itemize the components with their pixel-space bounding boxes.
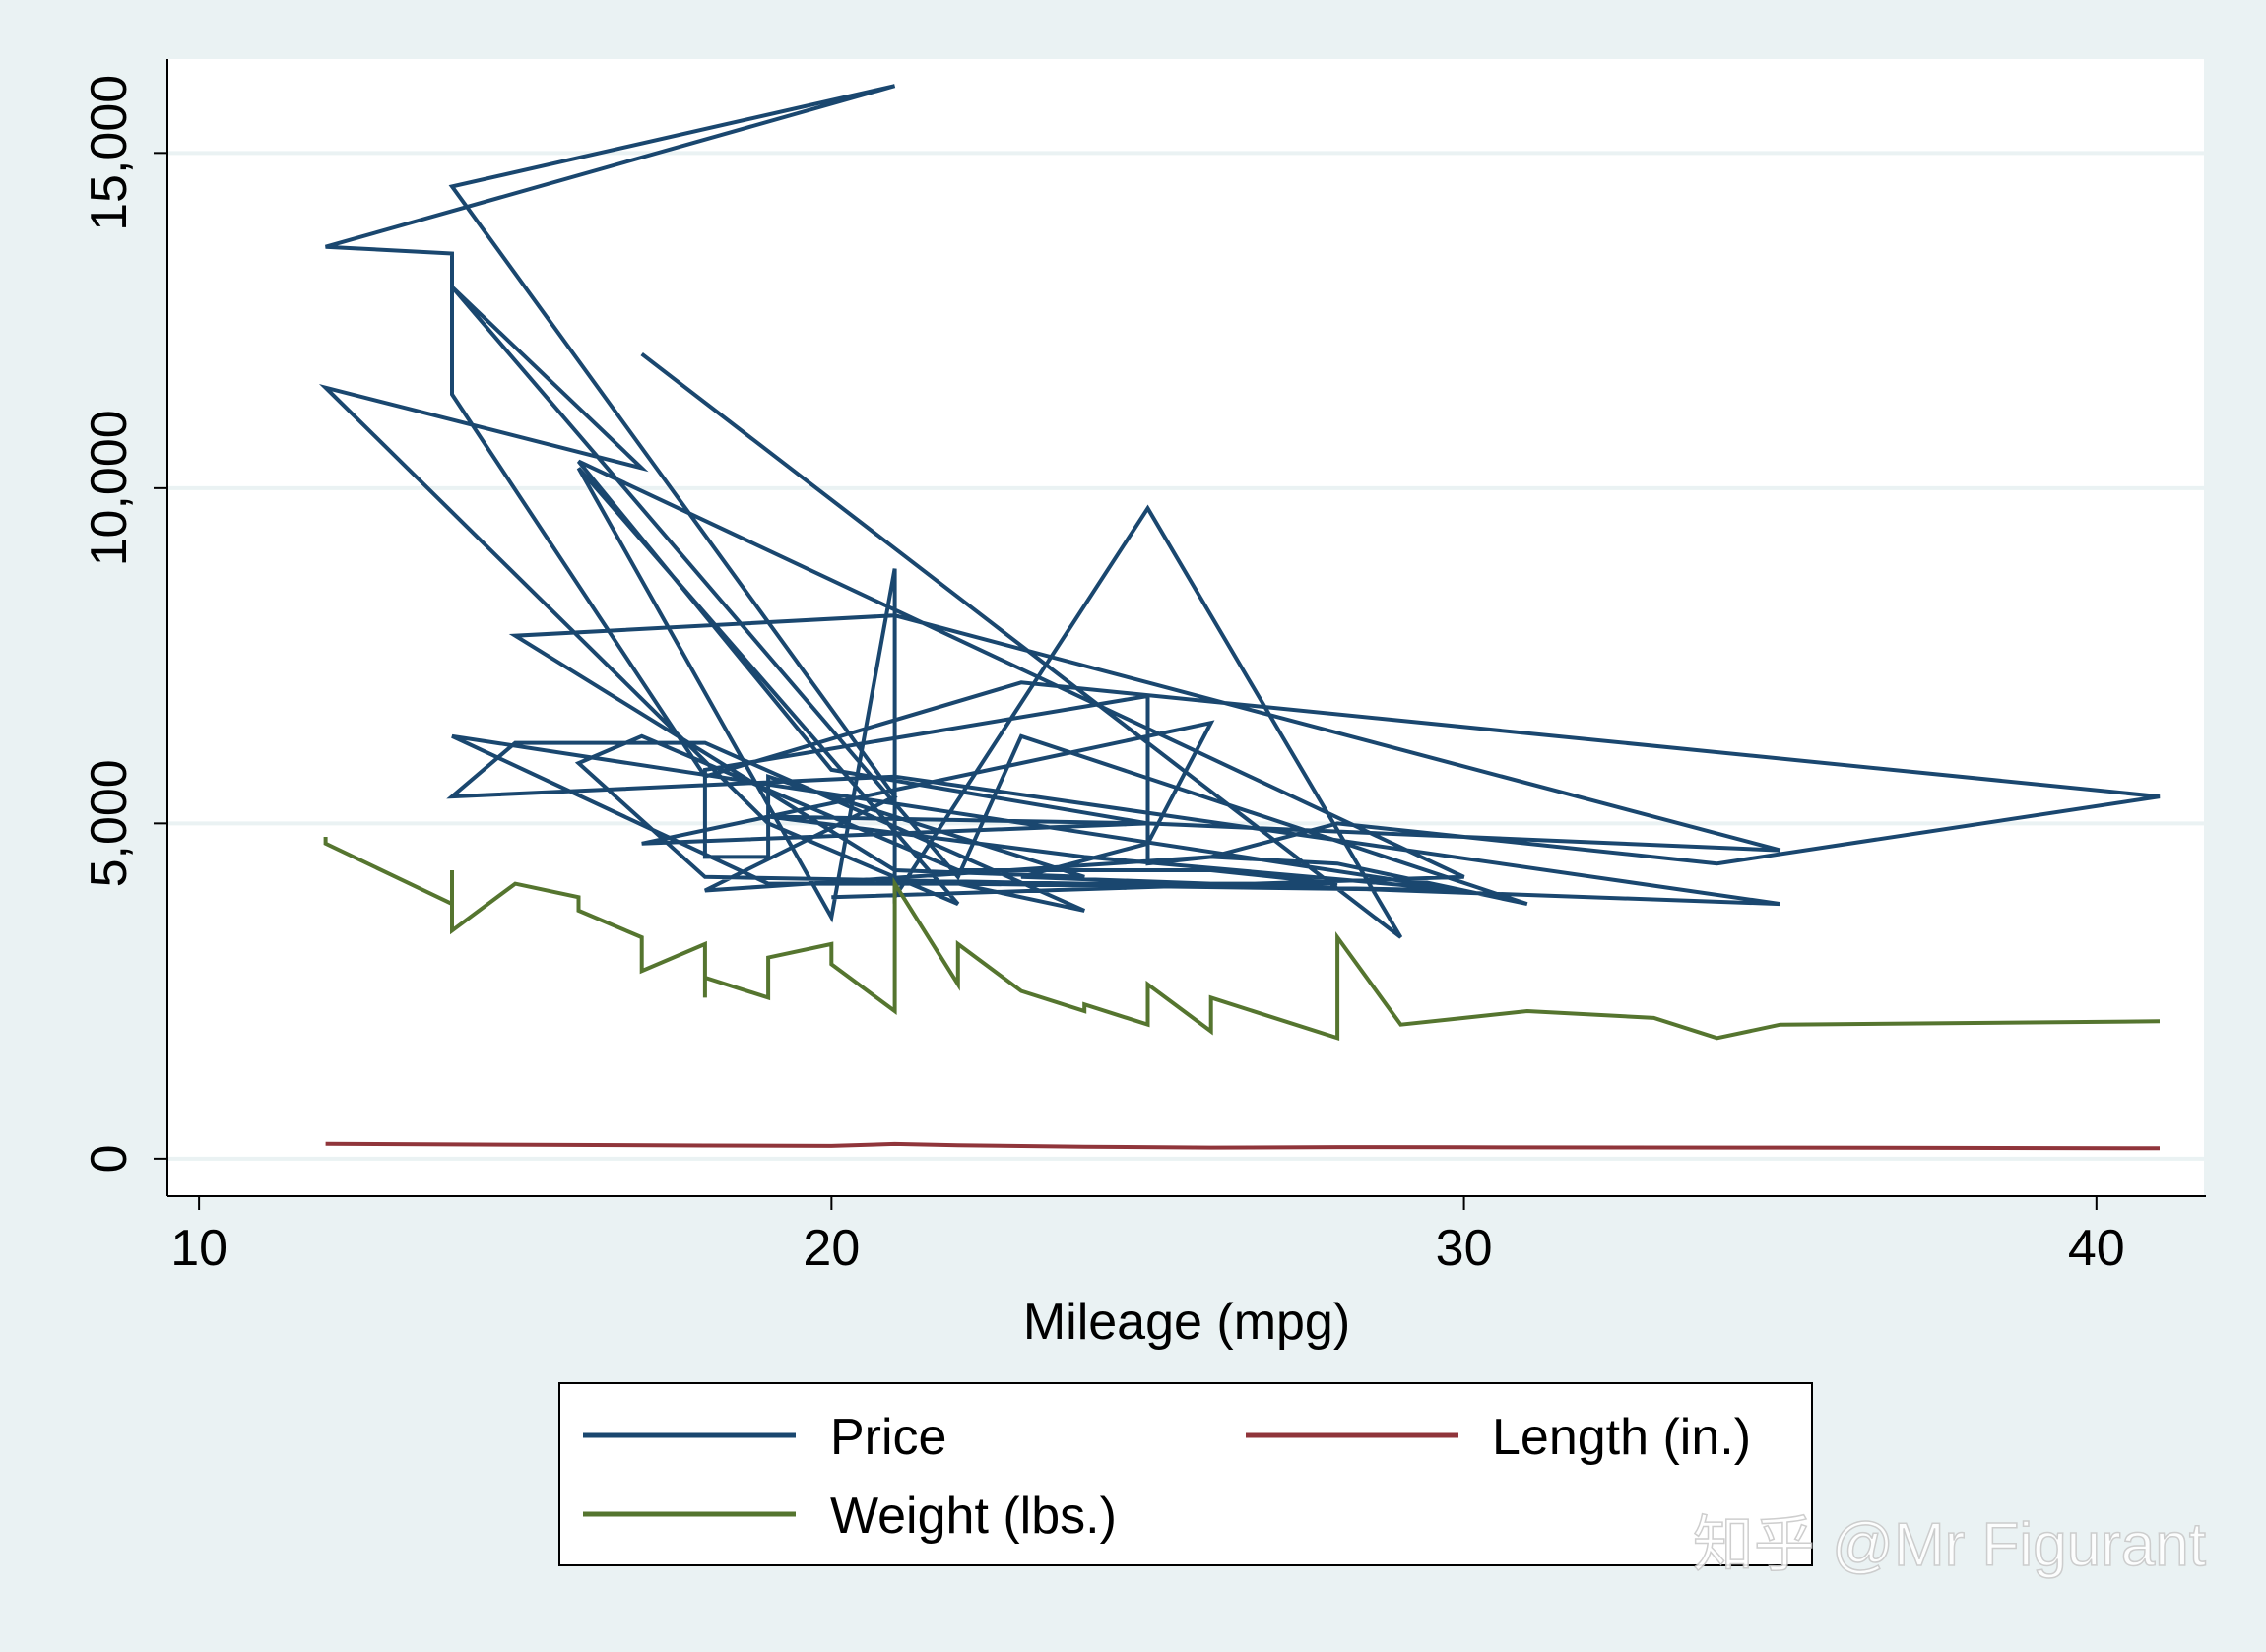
plot-background [167,59,2204,1196]
axis-layer: 0 5,000 10,000 15,000 10 20 30 40 [81,75,2125,1277]
series-line-length-in [325,1141,2161,1151]
legend: Price Length (in.) Weight (lbs.) [558,1382,1813,1566]
series-line-weight-lbs [323,837,2161,1042]
y-tick-label-2: 10,000 [81,410,138,566]
grid-layer [167,151,2204,1161]
y-tick-label-1: 5,000 [81,759,138,887]
x-tick-label-1: 20 [803,1220,860,1277]
watermark: 知乎 @Mr Figurant [1693,1511,2206,1579]
x-axis-label: Mileage (mpg) [1023,1294,1350,1351]
series-layer [318,84,2161,1151]
legend-label-price: Price [830,1409,946,1466]
series-line-price [318,84,2161,939]
x-tick-label-2: 30 [1436,1220,1493,1277]
legend-label-weight: Weight (lbs.) [830,1488,1117,1545]
x-tick-label-3: 40 [2068,1220,2125,1277]
x-tick-label-0: 10 [170,1220,227,1277]
legend-box [558,1382,1813,1566]
legend-label-length: Length (in.) [1492,1409,1751,1466]
y-tick-label-0: 0 [81,1144,138,1173]
y-tick-label-3: 15,000 [81,75,138,231]
